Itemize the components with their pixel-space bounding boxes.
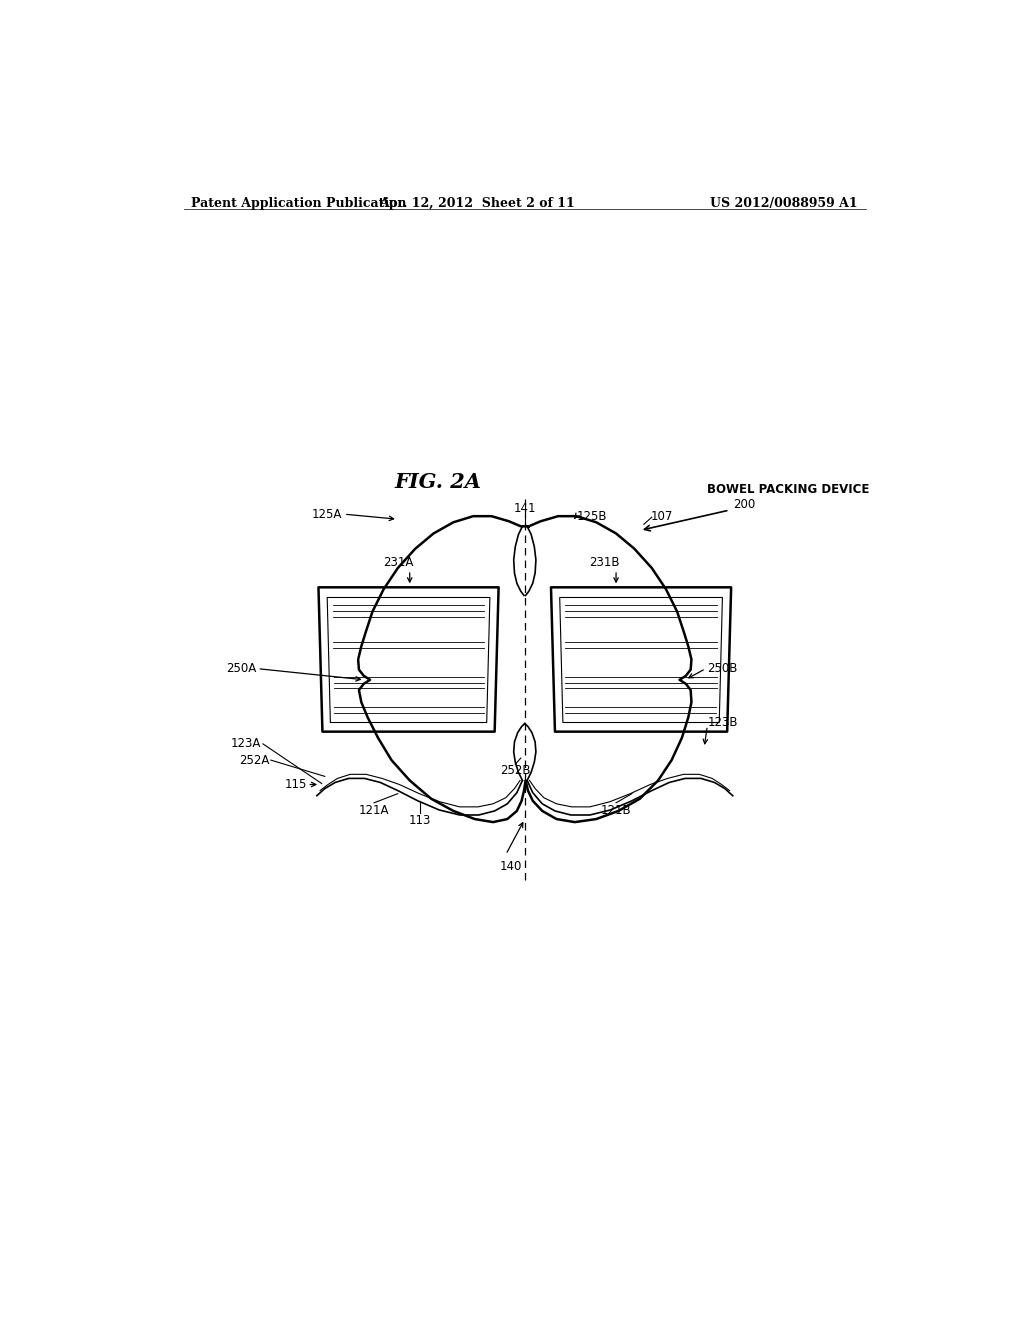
Text: 121B: 121B (601, 804, 632, 817)
Text: 140: 140 (500, 859, 522, 873)
Text: FIG. 2A: FIG. 2A (394, 471, 481, 492)
Text: 250A: 250A (226, 663, 257, 675)
Text: 115: 115 (285, 777, 306, 791)
Text: 252B: 252B (500, 764, 530, 777)
Text: 250B: 250B (708, 663, 737, 675)
Text: 123B: 123B (708, 715, 738, 729)
Text: 125B: 125B (577, 510, 607, 523)
Text: 121A: 121A (358, 804, 389, 817)
Text: 252A: 252A (239, 754, 269, 767)
Text: 231B: 231B (589, 556, 620, 569)
Text: 200: 200 (733, 498, 755, 511)
Text: 123A: 123A (231, 738, 261, 750)
Text: 107: 107 (650, 510, 673, 523)
Text: 125A: 125A (312, 508, 342, 520)
Text: 141: 141 (514, 502, 536, 515)
Text: 113: 113 (409, 814, 431, 826)
Text: US 2012/0088959 A1: US 2012/0088959 A1 (711, 197, 858, 210)
Text: 231A: 231A (383, 556, 413, 569)
Text: Apr. 12, 2012  Sheet 2 of 11: Apr. 12, 2012 Sheet 2 of 11 (379, 197, 575, 210)
Text: BOWEL PACKING DEVICE: BOWEL PACKING DEVICE (708, 483, 869, 496)
Text: Patent Application Publication: Patent Application Publication (191, 197, 407, 210)
